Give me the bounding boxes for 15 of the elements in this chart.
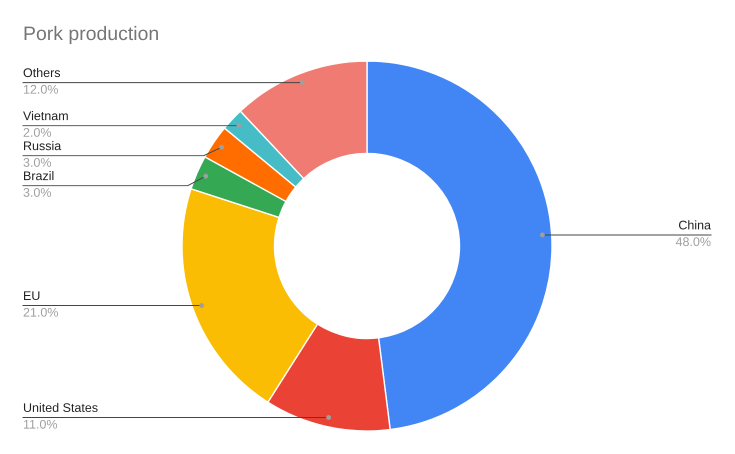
data-label: 3.0%: [23, 158, 52, 167]
slice-label: Others: [24, 68, 60, 78]
data-label: 12.0%: [24, 84, 58, 94]
chart-title: Pork production: [24, 26, 158, 44]
slice-label: Russia: [24, 141, 62, 150]
data-label: 48.0%: [676, 237, 711, 246]
slice-label: China: [678, 220, 711, 230]
slice-label: EU: [24, 291, 40, 300]
slice-label: Vietnam: [23, 111, 68, 120]
data-label: 2.0%: [24, 128, 52, 137]
slice-label: United States: [24, 402, 98, 412]
slice-label: Brazil: [24, 171, 54, 180]
data-label: 21.0%: [24, 308, 58, 317]
data-label: 11.0%: [24, 420, 58, 429]
data-label: 3.0%: [23, 188, 52, 197]
